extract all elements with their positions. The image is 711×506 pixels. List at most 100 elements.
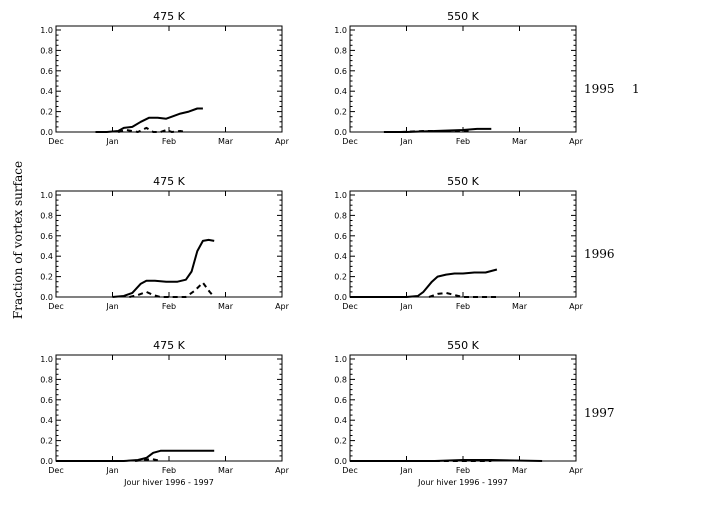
plot-frame (349, 25, 577, 133)
y-tick-label: 0.8 (334, 211, 347, 220)
solid-series-line (112, 238, 215, 298)
x-tick-label: Dec (342, 302, 357, 311)
row-label-1996: 1996 (584, 247, 615, 261)
x-tick-label: Apr (569, 137, 584, 146)
x-tick-label: Feb (162, 302, 176, 311)
solid-series-line (56, 449, 215, 462)
x-tick-label: Jan (399, 302, 412, 311)
panel-title: 550 K (447, 175, 479, 188)
y-tick-label: 0.0 (334, 128, 347, 137)
row-label-1995: 1995 (584, 82, 615, 96)
x-tick-label: Mar (218, 302, 234, 311)
x-tick-label: Feb (456, 302, 470, 311)
y-tick-label: 0.8 (334, 46, 347, 55)
y-tick-label: 0.6 (334, 67, 347, 76)
solid-series-line (350, 459, 543, 462)
x-tick-label: Feb (162, 137, 176, 146)
x-tick-label: Feb (162, 466, 176, 475)
solid-series-line (350, 268, 498, 298)
y-tick-label: 1.0 (334, 355, 347, 364)
plot-frame (349, 190, 577, 298)
x-tick-label: Dec (342, 466, 357, 475)
y-tick-label: 0.0 (334, 293, 347, 302)
x-tick-label: Feb (456, 137, 470, 146)
x-tick-label: Apr (275, 466, 290, 475)
x-tick-label: Feb (456, 466, 470, 475)
x-tick-label: Dec (48, 466, 63, 475)
y-tick-label: 0.0 (334, 457, 347, 466)
y-tick-label: 0.2 (40, 108, 53, 117)
y-tick-label: 1.0 (40, 355, 53, 364)
x-tick-label: Dec (48, 302, 63, 311)
y-tick-label: 1.0 (334, 191, 347, 200)
dashed-series-line (129, 281, 215, 298)
x-axis-label: Jour hiver 1996 - 1997 (123, 478, 214, 487)
panel-title: 550 K (447, 10, 479, 23)
y-tick-label: 0.8 (40, 375, 53, 384)
corner-label: 1 (632, 82, 640, 96)
x-tick-label: Mar (512, 466, 528, 475)
panel-title: 475 K (153, 339, 185, 352)
plot-frame (55, 354, 283, 462)
x-axis-label: Jour hiver 1996 - 1997 (417, 478, 508, 487)
panel-1-0: 475 K 0.0 0.2 0.4 0.6 0.8 1.0 Dec Jan Feb Mar Apr (40, 175, 289, 311)
panel-title: 550 K (447, 339, 479, 352)
plot-frame (55, 25, 283, 133)
row-label-1997: 1997 (584, 406, 615, 420)
x-tick-label: Apr (275, 302, 290, 311)
x-tick-label: Mar (218, 137, 234, 146)
x-tick-label: Apr (569, 466, 584, 475)
y-tick-label: 0.4 (334, 416, 347, 425)
dashed-series-line (400, 130, 469, 133)
x-tick-label: Apr (569, 302, 584, 311)
panel-0-1: 550 K 0.0 0.2 0.4 0.6 0.8 1.0 Dec Jan Feb Mar Apr (334, 10, 583, 146)
panel-title: 475 K (153, 10, 185, 23)
y-tick-label: 0.8 (40, 46, 53, 55)
y-tick-label: 0.6 (40, 67, 53, 76)
x-tick-label: Dec (48, 137, 63, 146)
y-tick-label: 0.2 (334, 273, 347, 282)
y-tick-label: 0.2 (40, 273, 53, 282)
dashed-series-line (117, 126, 187, 133)
y-tick-label: 0.6 (40, 232, 53, 241)
x-tick-label: Jan (105, 137, 118, 146)
panel-title: 475 K (153, 175, 185, 188)
x-tick-label: Mar (218, 466, 234, 475)
panel-2-1: 550 K 0.0 0.2 0.4 0.6 0.8 1.0 Dec Jan Feb Mar Apr Jo… (334, 339, 583, 487)
x-tick-label: Mar (512, 302, 528, 311)
x-tick-label: Jan (105, 302, 118, 311)
x-tick-label: Jan (105, 466, 118, 475)
y-tick-label: 0.2 (40, 437, 53, 446)
y-tick-label: 0.4 (40, 87, 53, 96)
y-tick-label: 0.4 (40, 252, 53, 261)
y-tick-label: 1.0 (40, 26, 53, 35)
dashed-series-line (428, 291, 497, 298)
y-tick-label: 0.4 (334, 87, 347, 96)
y-tick-label: 0.6 (334, 396, 347, 405)
panel-2-0: 475 K 0.0 0.2 0.4 0.6 0.8 1.0 Dec Jan Feb Mar Apr Jo… (40, 339, 289, 487)
y-tick-label: 0.2 (334, 108, 347, 117)
y-tick-label: 0.0 (40, 293, 53, 302)
y-tick-label: 0.0 (40, 128, 53, 137)
x-tick-label: Jan (399, 466, 412, 475)
panel-0-0: 475 K 0.0 0.2 0.4 0.6 0.8 1.0 Dec Jan Feb Mar Apr (40, 10, 289, 146)
x-tick-label: Dec (342, 137, 357, 146)
x-tick-label: Jan (399, 137, 412, 146)
plot-frame (349, 354, 577, 462)
y-tick-label: 0.2 (334, 437, 347, 446)
y-tick-label: 0.8 (334, 375, 347, 384)
y-tick-label: 0.8 (40, 211, 53, 220)
dashed-series-line (134, 458, 161, 462)
y-tick-label: 0.6 (334, 232, 347, 241)
x-tick-label: Apr (275, 137, 290, 146)
y-tick-label: 0.6 (40, 396, 53, 405)
y-tick-label: 1.0 (334, 26, 347, 35)
y-tick-label: 0.0 (40, 457, 53, 466)
solid-series-line (95, 107, 203, 133)
y-tick-label: 1.0 (40, 191, 53, 200)
x-tick-label: Mar (512, 137, 528, 146)
panel-1-1: 550 K 0.0 0.2 0.4 0.6 0.8 1.0 Dec Jan Feb Mar Apr (334, 175, 583, 311)
y-tick-label: 0.4 (40, 416, 53, 425)
y-tick-label: 0.4 (334, 252, 347, 261)
